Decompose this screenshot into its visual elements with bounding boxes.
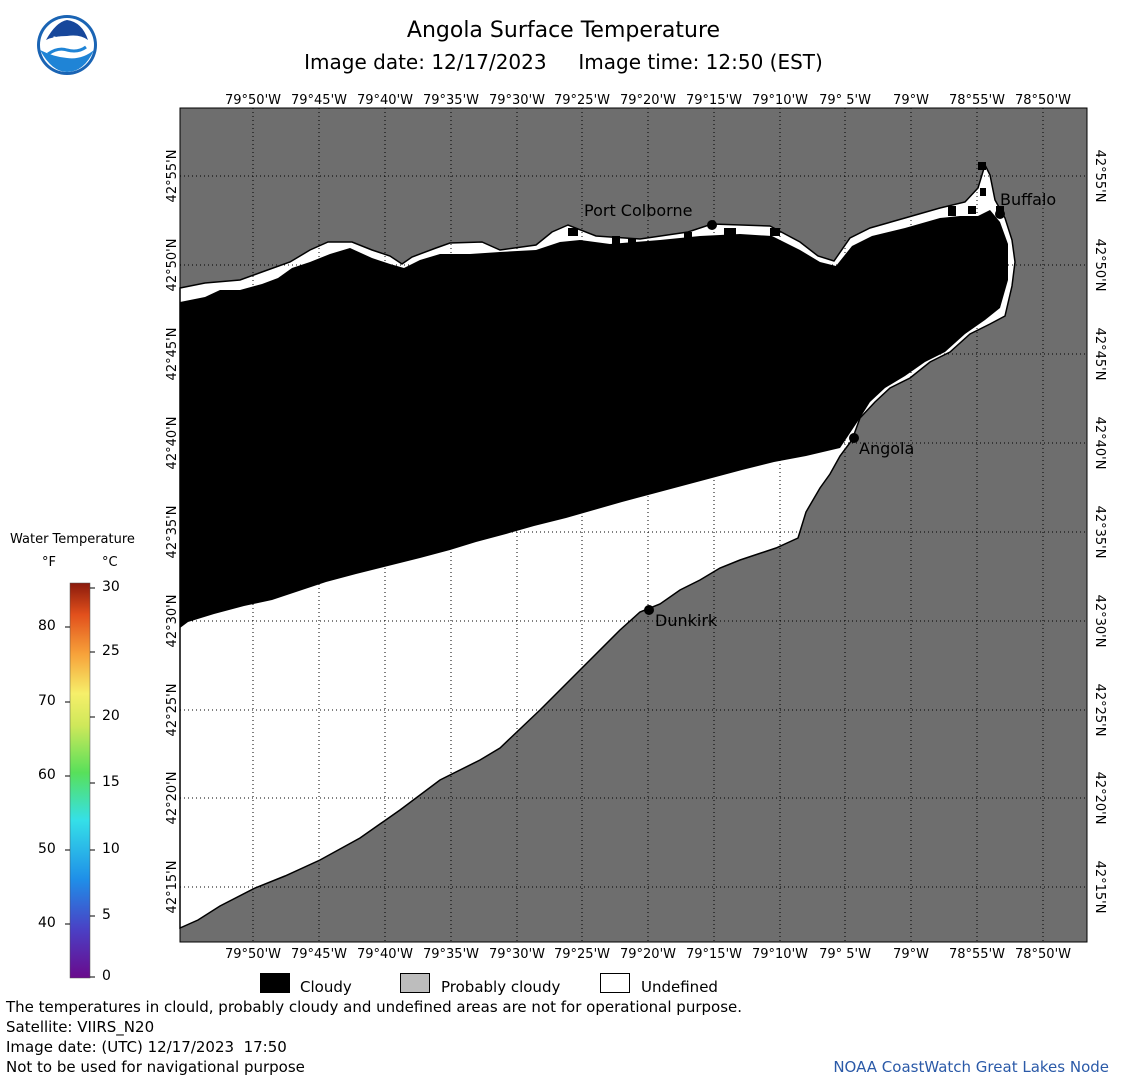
lon-label: 79°30'W [489,947,545,962]
lon-labels-bottom: 79°50'W 79°45'W 79°40'W 79°35'W 79°30'W … [225,947,1071,962]
utc-date-text: Image date: (UTC) 12/17/2023 17:50 [6,1038,287,1056]
lon-label: 79°35'W [423,93,479,108]
lon-label: 79°10'W [752,947,808,962]
lat-label: 42°40'N [1092,417,1107,470]
f-label: 40 [38,915,56,931]
unit-celsius: °C [102,555,118,570]
lat-label: 42°50'N [1092,239,1107,292]
lon-label: 79°30'W [489,93,545,108]
lon-label: 78°55'W [949,947,1005,962]
lon-labels-top: 79°50'W 79°45'W 79°40'W 79°35'W 79°30'W … [225,93,1071,108]
c-label: 5 [102,907,111,923]
key-undefined-label: Undefined [641,978,718,996]
lon-label: 79° 5'W [819,93,871,108]
credit-link[interactable]: NOAA CoastWatch Great Lakes Node [833,1058,1109,1076]
lat-label: 42°40'N [165,417,180,470]
dunkirk-marker [644,605,654,615]
port-colborne-label: Port Colborne [584,201,692,220]
key-undefined-swatch [600,973,630,993]
lat-labels-left: 42°55'N 42°50'N 42°45'N 42°40'N 42°35'N … [165,150,180,914]
key-cloudy-label: Cloudy [300,978,352,996]
f-label: 80 [38,618,56,634]
lon-label: 79°50'W [225,947,281,962]
lon-label: 78°50'W [1015,93,1071,108]
lon-label: 79°25'W [554,947,610,962]
lon-label: 79°W [893,93,929,108]
image-datetime: Image date: 12/17/2023 Image time: 12:50… [0,50,1127,74]
lat-label: 42°30'N [1092,595,1107,648]
lat-label: 42°15'N [165,861,180,914]
cloud-region [180,210,1008,628]
lon-label: 79°45'W [291,947,347,962]
image-time: Image time: 12:50 (EST) [578,50,823,74]
lon-label: 78°50'W [1015,947,1071,962]
angola-marker [849,433,859,443]
lat-label: 42°55'N [1092,150,1107,203]
lon-label: 79°35'W [423,947,479,962]
longitude-gridlines [252,108,1044,942]
lat-label: 42°35'N [165,506,180,559]
lon-label: 79° 5'W [819,947,871,962]
angola-label: Angola [859,439,914,458]
f-label: 60 [38,767,56,783]
lat-label: 42°55'N [165,150,180,203]
c-label: 20 [102,708,120,724]
lon-label: 79°20'W [620,93,676,108]
lat-labels-right: 42°55'N 42°50'N 42°45'N 42°40'N 42°35'N … [1092,150,1107,914]
page-title: Angola Surface Temperature [406,18,721,43]
nav-warning-text: Not to be used for navigational purpose [6,1058,305,1076]
dunkirk-label: Dunkirk [655,611,718,630]
color-scale-bar [65,582,95,979]
satellite-text: Satellite: VIIRS_N20 [6,1018,155,1036]
f-label: 70 [38,693,56,709]
lon-label: 79°15'W [686,947,742,962]
lat-label: 42°20'N [165,772,180,825]
map-frame [179,107,1088,943]
disclaimer-text: The temperatures in clould, probably clo… [6,998,743,1016]
lon-label: 79°45'W [291,93,347,108]
buffalo-marker [995,209,1005,219]
lat-label: 42°30'N [165,595,180,648]
port-colborne-marker [707,220,717,230]
cloud-pixels [568,162,1004,246]
lon-label: 79°25'W [554,93,610,108]
color-scale-title: Water Temperature [10,532,135,547]
buffalo-label: Buffalo [1000,190,1056,209]
lon-label: 79°20'W [620,947,676,962]
noaa-logo: NOAA [36,14,98,76]
lat-label: 42°25'N [165,684,180,737]
logo-text: NOAA [52,36,82,46]
lon-label: 79°15'W [686,93,742,108]
c-label: 25 [102,643,120,659]
lon-label: 79°40'W [357,93,413,108]
lat-label: 42°15'N [1092,861,1107,914]
key-probably-cloudy-label: Probably cloudy [441,978,561,996]
c-label: 0 [102,968,111,984]
c-label: 15 [102,774,120,790]
lat-label: 42°45'N [165,328,180,381]
lat-label: 42°25'N [1092,684,1107,737]
image-date: Image date: 12/17/2023 [304,50,547,74]
c-label: 30 [102,579,120,595]
lon-label: 79°10'W [752,93,808,108]
lon-label: 79°W [893,947,929,962]
key-probably-cloudy-swatch [400,973,430,993]
unit-fahrenheit: °F [42,555,56,570]
lon-label: 79°50'W [225,93,281,108]
lat-label: 42°20'N [1092,772,1107,825]
lat-label: 42°35'N [1092,506,1107,559]
lat-label: 42°45'N [1092,328,1107,381]
lon-label: 79°40'W [357,947,413,962]
key-cloudy-swatch [260,973,290,993]
f-label: 50 [38,841,56,857]
lon-label: 78°55'W [949,93,1005,108]
c-label: 10 [102,841,120,857]
lat-label: 42°50'N [165,239,180,292]
